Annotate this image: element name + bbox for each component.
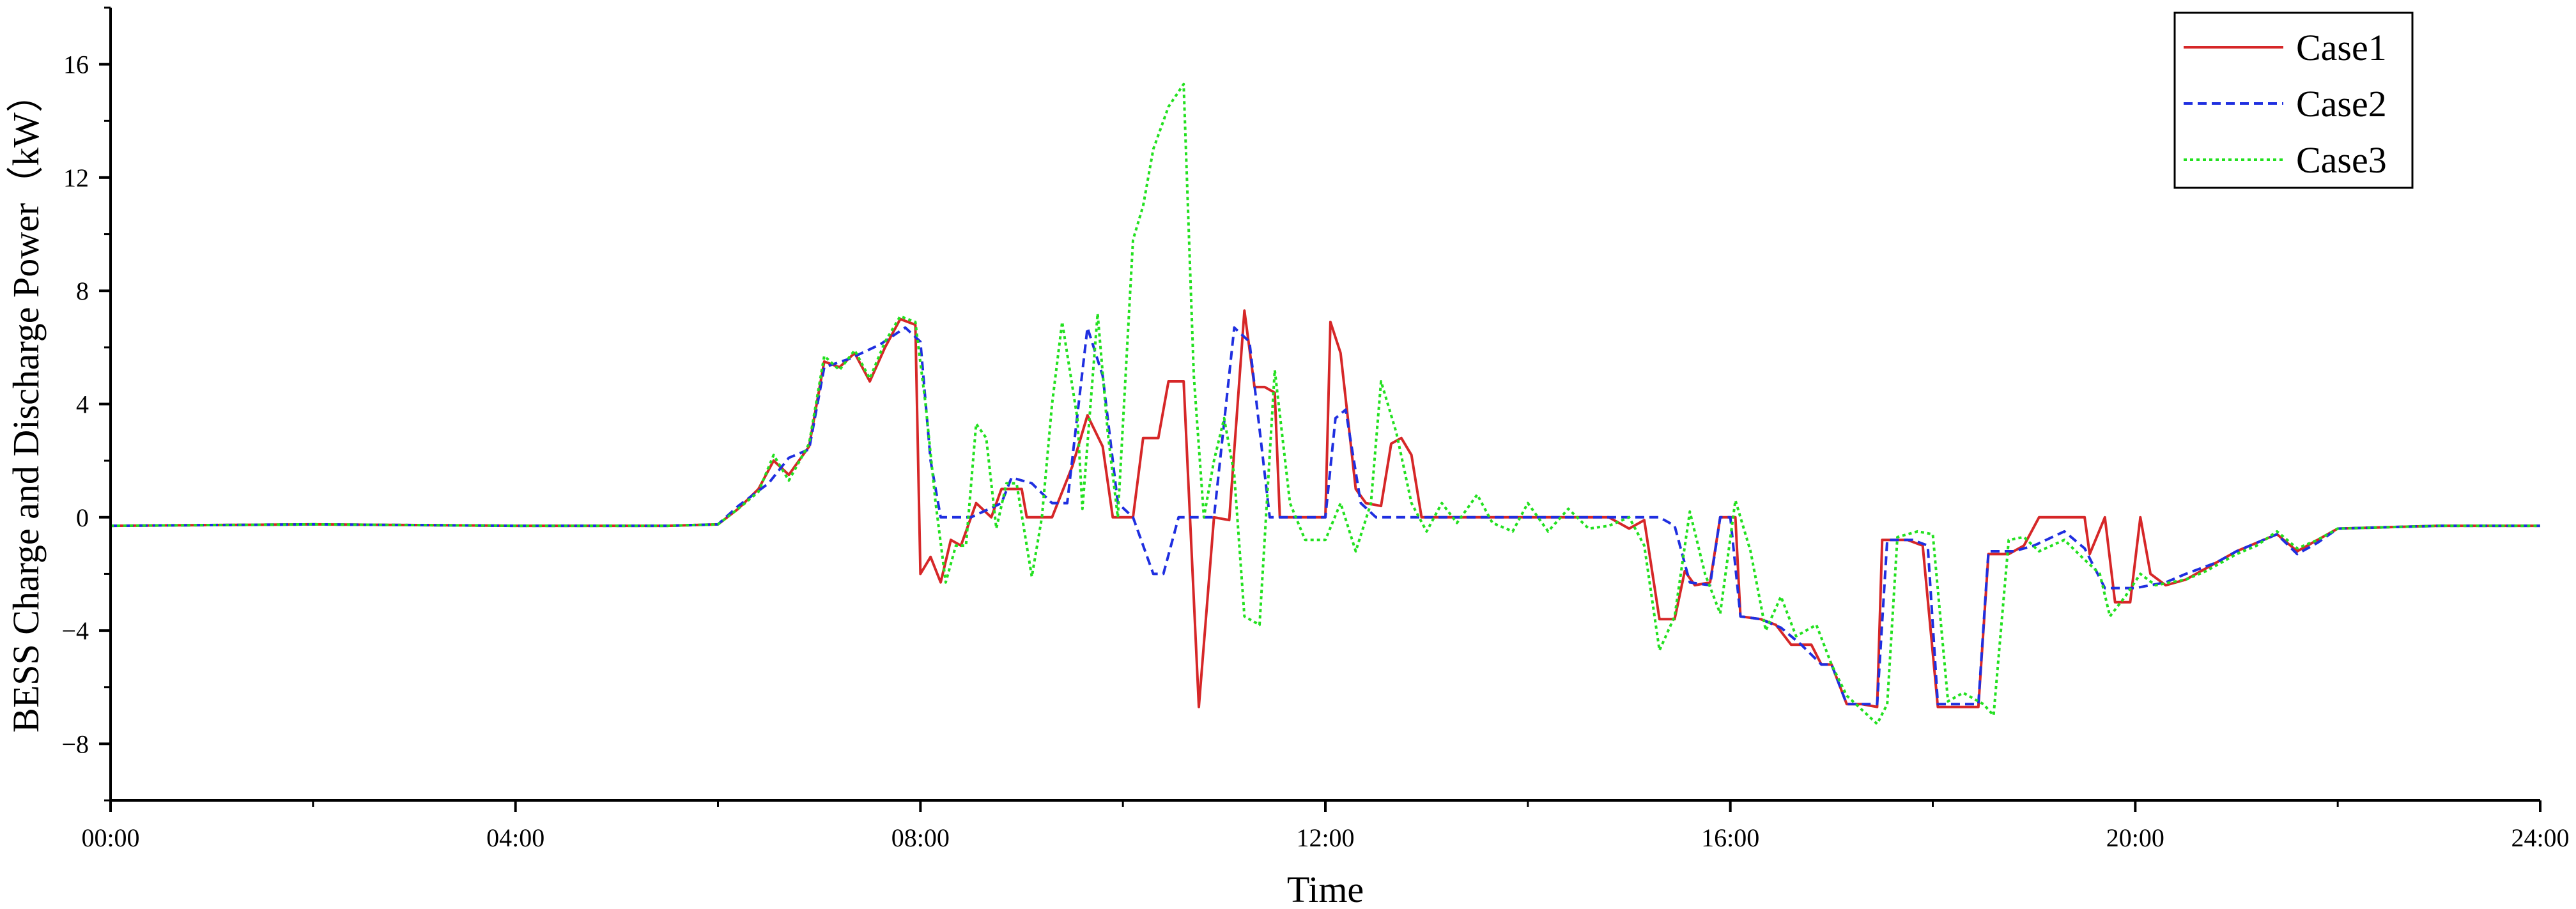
y-axis-title: BESS Charge and Discharge Power（kW）	[5, 75, 47, 733]
x-tick-label: 20:00	[2106, 823, 2164, 852]
legend-box	[2173, 11, 2414, 189]
legend-items: Case1 Case2 Case3	[2184, 27, 2387, 181]
y-tick-label: 4	[76, 390, 89, 419]
legend: Case1 Case2 Case3	[2173, 11, 2414, 189]
legend-label-case1: Case1	[2296, 27, 2387, 68]
series-line-case3	[110, 82, 2540, 726]
y-tick-label: 16	[63, 50, 89, 79]
series-layer	[110, 82, 2540, 726]
x-tick-label: 08:00	[891, 823, 950, 852]
y-tick-label: −4	[61, 616, 89, 645]
y-tick-label: 8	[76, 277, 89, 305]
x-tick-label: 16:00	[1701, 823, 1759, 852]
x-tick-label: 04:00	[486, 823, 544, 852]
series-line-case2	[110, 326, 2540, 706]
ticks: −8 −4 0 4 8 12 16 00:00 04:00 08:00 12:00 16:00 20:0…	[61, 6, 2570, 852]
y-tick-label: 12	[63, 164, 89, 192]
x-tick-label: 00:00	[81, 823, 139, 852]
y-tick-label: 0	[76, 503, 89, 532]
x-tick-label: 12:00	[1296, 823, 1354, 852]
legend-label-case2: Case2	[2296, 83, 2387, 125]
x-axis-title: Time	[1287, 869, 1364, 909]
x-tick-label: 24:00	[2511, 823, 2569, 852]
legend-label-case3: Case3	[2296, 139, 2387, 181]
y-tick-label: −8	[61, 729, 89, 758]
series-line-case1	[110, 309, 2540, 708]
